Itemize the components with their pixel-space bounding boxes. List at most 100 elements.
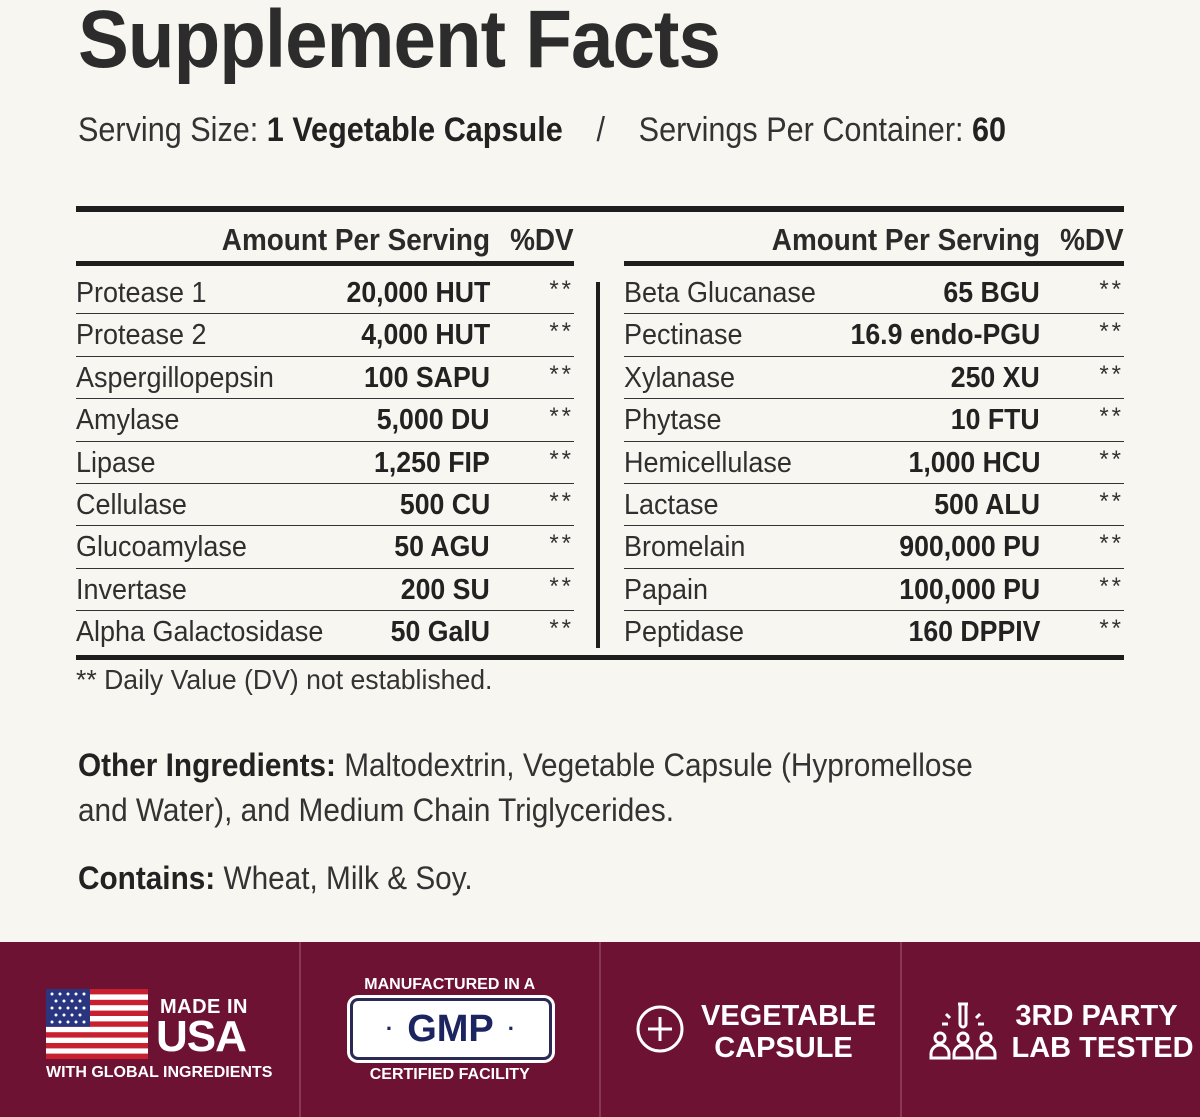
badge-lab-tested: 3RD PARTY LAB TESTED: [902, 942, 1200, 1117]
ingredient-dv: **: [549, 445, 574, 473]
ingredient-name: Peptidase: [624, 616, 744, 649]
page-title: Supplement Facts: [78, 0, 721, 85]
ingredient-name: Alpha Galactosidase: [76, 616, 324, 649]
table-row: Lactase 500 ALU **: [624, 484, 1124, 527]
table-row: Cellulase 500 CU **: [76, 484, 574, 527]
ingredient-dv: **: [1099, 445, 1124, 473]
serving-separator: /: [596, 111, 605, 149]
table-row: Protease 2 4,000 HUT **: [76, 314, 574, 357]
ingredient-amount: 100 SAPU: [363, 361, 490, 394]
ingredient-amount: 5,000 DU: [377, 404, 490, 437]
ingredient-name: Lipase: [76, 446, 156, 479]
ingredient-name: Lactase: [624, 488, 719, 521]
table-row: Aspergillopepsin 100 SAPU **: [76, 357, 574, 400]
other-ingredients-text: Maltodextrin, Vegetable Capsule (Hyprome…: [78, 747, 973, 828]
ingredient-name: Cellulase: [76, 488, 187, 521]
lab-tested-label: 3RD PARTY LAB TESTED: [1011, 1000, 1194, 1064]
column-divider: [596, 282, 600, 648]
ingredient-amount: 1,000 HCU: [908, 446, 1040, 479]
allergen-contains: Contains: Wheat, Milk & Soy.: [78, 860, 473, 897]
ingredient-dv: **: [1099, 276, 1124, 303]
badge-vegetable-capsule: VEGETABLE CAPSULE: [601, 942, 902, 1117]
table-row: Bromelain 900,000 PU **: [624, 526, 1124, 569]
other-ingredients-label: Other Ingredients:: [78, 747, 336, 783]
ingredient-name: Glucoamylase: [76, 531, 247, 564]
table-row: Alpha Galactosidase 50 GalU **: [76, 611, 574, 653]
vegetable-capsule-label: VEGETABLE CAPSULE: [701, 1000, 877, 1064]
facts-column-right: Amount Per Serving %DV Beta Glucanase 65 …: [624, 212, 1124, 654]
table-row: Peptidase 160 DPPIV **: [624, 611, 1124, 653]
vegetable-line: VEGETABLE: [701, 1000, 877, 1032]
table-header: Amount Per Serving %DV: [76, 212, 574, 266]
ingredient-amount: 1,250 FIP: [374, 446, 490, 479]
header-dv: %DV: [510, 222, 574, 257]
ingredient-amount: 100,000 PU: [899, 573, 1040, 606]
ingredient-amount: 16.9 endo-PGU: [850, 319, 1040, 352]
facts-rows-right: Beta Glucanase 65 BGU ** Pectinase 16.9 endo…: [624, 266, 1124, 654]
ingredient-dv: **: [1099, 487, 1124, 515]
facts-rows-left: Protease 1 20,000 HUT ** Protease 2 4,000 HU…: [76, 266, 574, 654]
ingredient-dv: **: [1099, 318, 1124, 346]
ingredient-dv: **: [1099, 572, 1124, 600]
ingredient-amount: 65 BGU: [943, 277, 1040, 309]
serving-info: Serving Size: 1 Vegetable Capsule / Serv…: [78, 108, 1006, 152]
third-party-line: 3RD PARTY: [1015, 1000, 1178, 1032]
ingredient-amount: 50 GalU: [390, 616, 490, 649]
gmp-mark: GMP: [407, 1007, 494, 1050]
gmp-bottom-label: CERTIFIED FACILITY: [369, 1066, 530, 1083]
ingredient-amount: 10 FTU: [951, 404, 1040, 437]
ingredient-amount: 20,000 HUT: [346, 277, 490, 309]
serving-size-value: 1 Vegetable Capsule: [266, 111, 563, 149]
table-row: Protease 1 20,000 HUT **: [76, 272, 574, 315]
ingredient-dv: **: [549, 276, 574, 303]
ingredient-name: Xylanase: [624, 361, 735, 394]
gmp-top-label: MANUFACTURED IN A: [364, 976, 536, 993]
contains-label: Contains:: [78, 860, 216, 896]
ingredient-dv: **: [549, 487, 574, 515]
made-in-label: MADE IN: [160, 996, 248, 1018]
ingredient-dv: **: [549, 530, 574, 558]
ingredient-name: Bromelain: [624, 531, 746, 564]
ingredient-amount: 900,000 PU: [899, 531, 1040, 564]
gmp-logo: · GMP ·: [349, 998, 552, 1060]
table-row: Phytase 10 FTU **: [624, 399, 1124, 442]
table-row: Xylanase 250 XU **: [624, 357, 1124, 400]
ingredient-dv: **: [549, 615, 574, 643]
badge-made-in-usa: MADE IN USA WITH GLOBAL INGREDIENTS: [0, 942, 301, 1117]
ingredient-dv: **: [549, 572, 574, 600]
table-row: Beta Glucanase 65 BGU **: [624, 272, 1124, 315]
other-ingredients: Other Ingredients: Maltodextrin, Vegetab…: [78, 743, 1008, 833]
lab-tested-line: LAB TESTED: [1011, 1032, 1194, 1064]
global-ingredients-label: WITH GLOBAL INGREDIENTS: [46, 1064, 273, 1081]
gmp-dot-right: ·: [507, 1016, 516, 1041]
ingredient-name: Protease 2: [76, 319, 207, 352]
dv-footnote: ** Daily Value (DV) not established.: [76, 664, 493, 695]
badge-gmp: MANUFACTURED IN A · GMP · CERTIFIED FACI…: [301, 942, 601, 1117]
ingredient-dv: **: [549, 360, 574, 388]
ingredient-dv: **: [1099, 403, 1124, 431]
ingredient-name: Hemicellulase: [624, 446, 792, 479]
table-header: Amount Per Serving %DV: [624, 212, 1124, 266]
ingredient-name: Pectinase: [624, 319, 743, 352]
ingredient-name: Aspergillopepsin: [76, 361, 274, 394]
ingredient-dv: **: [1099, 530, 1124, 558]
table-row: Papain 100,000 PU **: [624, 569, 1124, 612]
usa-label: USA: [156, 1012, 247, 1061]
ingredient-amount: 500 CU: [399, 488, 490, 521]
ingredient-name: Protease 1: [76, 277, 207, 309]
capsule-line: CAPSULE: [714, 1032, 853, 1064]
header-amount: Amount Per Serving: [221, 222, 490, 257]
table-row: Lipase 1,250 FIP **: [76, 442, 574, 484]
servings-per-container-label: Servings Per Container:: [638, 111, 964, 149]
ingredient-dv: **: [549, 403, 574, 431]
ingredient-name: Amylase: [76, 404, 180, 437]
ingredient-name: Papain: [624, 573, 708, 606]
gmp-dot-left: ·: [385, 1016, 394, 1041]
ingredient-amount: 50 AGU: [394, 531, 490, 564]
contains-text: Wheat, Milk & Soy.: [215, 860, 473, 896]
servings-per-container-value: 60: [972, 111, 1007, 149]
ingredient-dv: **: [1099, 615, 1124, 643]
ingredient-name: Invertase: [76, 573, 187, 606]
ingredient-dv: **: [1099, 360, 1124, 388]
table-row: Hemicellulase 1,000 HCU **: [624, 442, 1124, 484]
